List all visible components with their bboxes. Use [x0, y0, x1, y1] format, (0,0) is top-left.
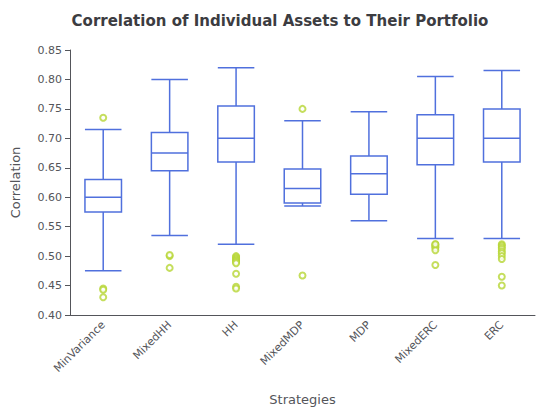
svg-text:0.40: 0.40 — [38, 309, 63, 322]
svg-text:0.65: 0.65 — [38, 161, 63, 174]
svg-text:0.85: 0.85 — [38, 44, 63, 57]
svg-text:0.75: 0.75 — [38, 102, 63, 115]
svg-text:Correlation: Correlation — [8, 147, 23, 219]
svg-text:0.45: 0.45 — [38, 279, 63, 292]
svg-text:MDP: MDP — [347, 318, 374, 345]
svg-text:ERC: ERC — [482, 318, 507, 343]
svg-text:0.55: 0.55 — [38, 220, 63, 233]
svg-text:Correlation of Individual Asse: Correlation of Individual Assets to Thei… — [72, 12, 489, 30]
svg-text:0.50: 0.50 — [38, 250, 63, 263]
svg-text:MixedHH: MixedHH — [130, 318, 174, 362]
svg-text:0.70: 0.70 — [38, 132, 63, 145]
svg-text:HH: HH — [220, 318, 241, 339]
svg-text:0.80: 0.80 — [38, 73, 63, 86]
svg-text:Strategies: Strategies — [269, 392, 336, 407]
svg-text:MixedERC: MixedERC — [392, 318, 440, 366]
svg-text:0.60: 0.60 — [38, 191, 63, 204]
svg-text:MinVariance: MinVariance — [51, 318, 108, 375]
svg-text:MixedMDP: MixedMDP — [258, 318, 308, 368]
